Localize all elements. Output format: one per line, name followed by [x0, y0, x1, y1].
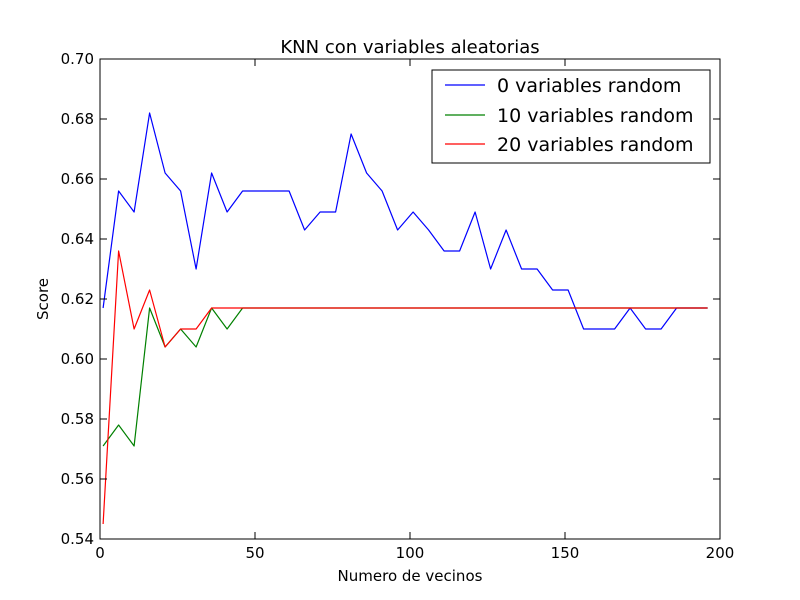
legend: 0 variables random 10 variables random 2… [431, 69, 711, 164]
x-tick-label-4: 200 [706, 544, 735, 562]
y-tick-label-4: 0.62 [61, 290, 94, 308]
legend-label-1: 10 variables random [497, 105, 694, 127]
legend-label-2: 20 variables random [497, 134, 694, 156]
series-line-0 [102, 112, 708, 330]
x-axis: 0 50 100 150 200 [95, 59, 734, 562]
y-tick-label-6: 0.66 [61, 170, 94, 188]
y-tick-label-8: 0.70 [61, 50, 94, 68]
y-tick-label-5: 0.64 [61, 230, 94, 248]
y-tick-label-1: 0.56 [61, 470, 94, 488]
x-tick-label-1: 50 [245, 544, 264, 562]
chart-title: KNN con variables aleatorias [280, 37, 539, 58]
x-axis-label: Numero de vecinos [338, 567, 483, 585]
x-tick-label-2: 100 [396, 544, 425, 562]
y-tick-label-3: 0.60 [61, 350, 94, 368]
x-tick-label-3: 150 [551, 544, 580, 562]
series-line-2 [102, 250, 708, 525]
y-axis-label: Score [34, 278, 52, 320]
x-tick-label-0: 0 [95, 544, 105, 562]
y-tick-label-0: 0.54 [61, 530, 94, 548]
y-axis: 0.54 0.56 0.58 0.60 0.62 0.64 0.66 0.68 0.70 [61, 50, 720, 548]
y-tick-label-7: 0.68 [61, 110, 94, 128]
y-tick-label-2: 0.58 [61, 410, 94, 428]
legend-label-0: 0 variables random [497, 75, 681, 97]
series-layer [102, 112, 708, 525]
